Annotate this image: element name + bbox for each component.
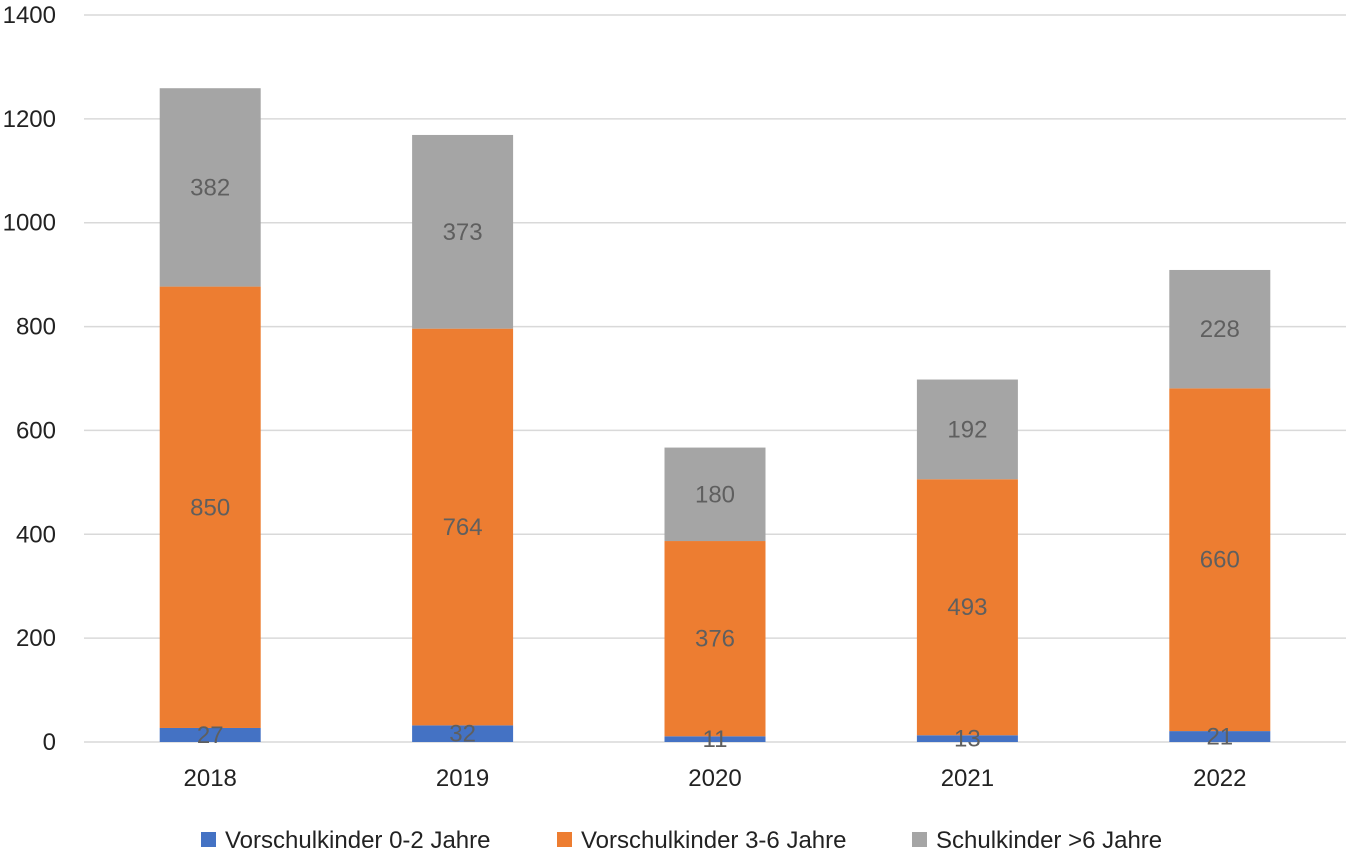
x-tick-label: 2018 bbox=[184, 765, 237, 792]
data-label: 32 bbox=[449, 721, 476, 748]
data-label: 660 bbox=[1200, 547, 1240, 574]
data-label: 373 bbox=[443, 219, 483, 246]
bar-segment bbox=[159, 88, 261, 287]
y-tick-label: 1000 bbox=[3, 210, 56, 237]
x-tick-label: 2020 bbox=[688, 765, 741, 792]
legend-label: Vorschulkinder 0-2 Jahre bbox=[225, 827, 490, 854]
data-label: 13 bbox=[954, 726, 981, 753]
legend-label: Vorschulkinder 3-6 Jahre bbox=[581, 827, 846, 854]
bar-segment bbox=[412, 134, 514, 329]
data-label: 493 bbox=[947, 594, 987, 621]
legend-swatch bbox=[201, 832, 216, 847]
bar-segment bbox=[412, 328, 514, 726]
bar-segment bbox=[1169, 388, 1271, 732]
y-tick-label: 0 bbox=[43, 729, 56, 756]
bar-segment bbox=[916, 735, 1018, 742]
data-label: 27 bbox=[197, 722, 224, 749]
bar-segment bbox=[159, 286, 261, 728]
bars bbox=[159, 88, 1271, 742]
y-tick-label: 800 bbox=[16, 314, 56, 341]
data-label: 382 bbox=[190, 174, 230, 201]
bar-segment bbox=[664, 447, 766, 542]
data-label: 850 bbox=[190, 494, 230, 521]
data-label: 21 bbox=[1206, 724, 1233, 751]
bar-segment bbox=[159, 727, 261, 742]
bar-segment bbox=[664, 736, 766, 742]
y-tick-label: 1200 bbox=[3, 106, 56, 133]
x-tick-label: 2022 bbox=[1193, 765, 1246, 792]
data-label: 376 bbox=[695, 626, 735, 653]
data-label: 192 bbox=[947, 416, 987, 443]
data-label: 180 bbox=[695, 481, 735, 508]
y-tick-label: 400 bbox=[16, 521, 56, 548]
y-tick-label: 600 bbox=[16, 417, 56, 444]
bar-segment bbox=[664, 541, 766, 737]
data-label: 764 bbox=[443, 514, 483, 541]
legend-swatch bbox=[557, 832, 572, 847]
y-tick-label: 200 bbox=[16, 625, 56, 652]
legend: Vorschulkinder 0-2 Jahre Vorschulkinder 3… bbox=[201, 827, 1162, 854]
data-label: 11 bbox=[703, 726, 728, 753]
bar-segment bbox=[1169, 731, 1271, 742]
x-tick-label: 2021 bbox=[941, 765, 994, 792]
data-labels: 27 850 382 32 764 373 11 376 180 13 493 192 21 660 228 bbox=[190, 174, 1240, 753]
legend-label: Schulkinder >6 Jahre bbox=[936, 827, 1162, 854]
x-axis: 2018 2019 2020 2021 2022 bbox=[184, 765, 1247, 792]
x-tick-label: 2019 bbox=[436, 765, 489, 792]
y-tick-label: 1400 bbox=[3, 2, 56, 29]
y-axis: 0 200 400 600 800 1000 1200 1400 bbox=[3, 2, 56, 756]
legend-swatch bbox=[912, 832, 927, 847]
bar-segment bbox=[916, 379, 1018, 480]
bar-segment bbox=[1169, 269, 1271, 389]
data-label: 228 bbox=[1200, 316, 1240, 343]
bar-segment bbox=[916, 479, 1018, 736]
bar-segment bbox=[412, 725, 514, 742]
